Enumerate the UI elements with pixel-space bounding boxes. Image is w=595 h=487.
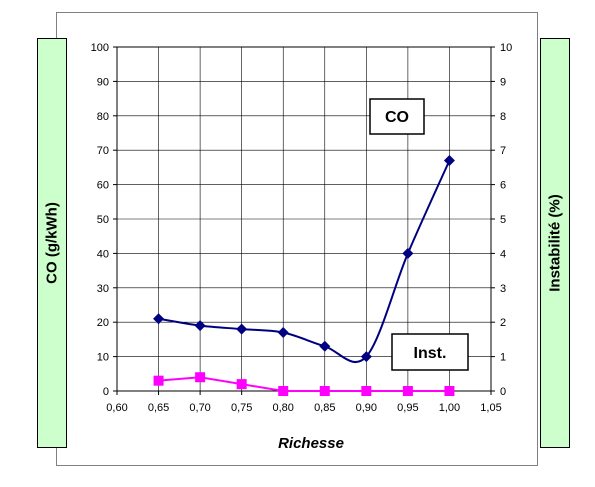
y-right-tick-label: 1 (500, 352, 506, 364)
right-axis-title-box: Instabilité (%) (540, 38, 570, 448)
x-tick-label: 0,80 (273, 402, 294, 414)
data-point-co (360, 351, 372, 363)
y-right-tick-label: 0 (500, 386, 506, 398)
legend-box-co: CO (369, 98, 425, 135)
data-point-co (153, 313, 165, 325)
y-right-tick-label: 7 (500, 145, 506, 157)
x-axis-label: Richesse (278, 435, 344, 452)
y-right-tick-label: 4 (500, 248, 506, 260)
y-right-tick-label: 6 (500, 180, 506, 192)
data-point-inst (153, 375, 164, 386)
y-left-tick-label: 100 (91, 42, 109, 54)
data-point-co (194, 320, 206, 332)
y-right-tick-label: 8 (500, 111, 506, 123)
y-left-tick-label: 60 (97, 180, 109, 192)
x-tick-label: 0,60 (106, 402, 127, 414)
data-point-inst (361, 386, 372, 396)
x-tick-label: 1,05 (480, 402, 501, 414)
y-right-tick-label: 2 (500, 317, 506, 329)
data-point-inst (402, 386, 413, 396)
x-tick-label: 1,00 (439, 402, 460, 414)
y-left-tick-label: 80 (97, 111, 109, 123)
y-right-tick-label: 3 (500, 283, 506, 295)
y-left-tick-label: 40 (97, 248, 109, 260)
y-right-axis-ticks: 0 1 2 3 4 5 6 7 8 9 10 (491, 42, 512, 398)
y-left-tick-label: 70 (97, 145, 109, 157)
y-left-axis-ticks: 0 10 20 30 40 50 60 70 80 90 100 (91, 42, 117, 398)
data-point-co (236, 323, 248, 335)
legend-label-co: CO (385, 109, 409, 126)
y-left-tick-label: 20 (97, 317, 109, 329)
x-tick-label: 0,85 (314, 402, 335, 414)
series-line-co (158, 160, 451, 364)
x-tick-label: 0,75 (231, 402, 252, 414)
y-left-tick-label: 30 (97, 283, 109, 295)
x-tick-label: 0,65 (148, 402, 169, 414)
legend-box-inst: Inst. (391, 333, 469, 371)
data-point-co (319, 340, 331, 352)
data-point-co (277, 327, 289, 339)
data-point-inst (236, 379, 247, 390)
data-point-co (443, 155, 455, 167)
data-point-inst (278, 386, 289, 396)
legend-label-inst: Inst. (414, 345, 447, 362)
data-point-inst (195, 372, 206, 383)
series-markers (153, 155, 455, 396)
series-line-inst (158, 376, 450, 392)
data-point-co (402, 247, 414, 259)
y-right-tick-label: 9 (500, 76, 506, 88)
x-tick-label: 0,95 (397, 402, 418, 414)
data-point-inst (319, 386, 330, 396)
y-left-tick-label: 90 (97, 76, 109, 88)
y-right-tick-label: 10 (500, 42, 512, 54)
x-tick-label: 0,90 (356, 402, 377, 414)
x-tick-label: 0,70 (189, 402, 210, 414)
data-point-inst (444, 386, 455, 396)
left-axis-title-box: CO (g/kWh) (37, 38, 67, 448)
y-left-tick-label: 50 (97, 214, 109, 226)
y-right-tick-label: 5 (500, 214, 506, 226)
y-left-tick-label: 10 (97, 352, 109, 364)
y-left-tick-label: 0 (103, 386, 109, 398)
x-axis-ticks: 0,60 0,65 0,70 0,75 0,80 0,85 0,90 0,95 1,00 1,05 (106, 391, 502, 414)
